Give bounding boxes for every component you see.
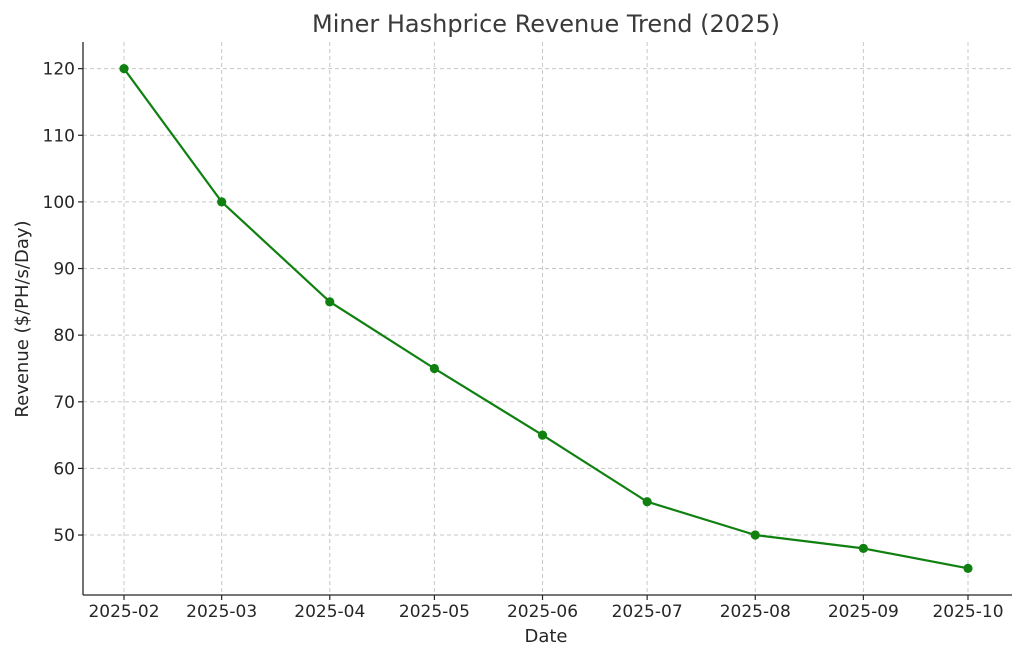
- y-tick-label: 90: [53, 260, 75, 280]
- x-tick-label: 2025-02: [88, 602, 159, 622]
- data-point: [325, 297, 335, 307]
- x-tick-label: 2025-08: [720, 602, 791, 622]
- y-tick-label: 110: [43, 126, 75, 146]
- data-point: [750, 530, 760, 540]
- data-point: [642, 497, 652, 507]
- x-tick-label: 2025-07: [612, 602, 683, 622]
- data-point: [858, 543, 868, 553]
- x-tick-label: 2025-10: [932, 602, 1003, 622]
- x-tick-label: 2025-09: [828, 602, 899, 622]
- y-tick-label: 80: [53, 326, 75, 346]
- y-tick-label: 100: [43, 193, 75, 213]
- x-tick-label: 2025-04: [294, 602, 365, 622]
- grid-lines: [83, 42, 1012, 595]
- series-line: [122, 67, 970, 570]
- series-layer: [119, 64, 973, 573]
- data-point: [963, 563, 973, 573]
- x-axis-ticks: 2025-02 2025-03 2025-04 2025-05 2025-06 2025-…: [88, 595, 1004, 622]
- y-tick-label: 50: [53, 526, 75, 546]
- x-tick-label: 2025-03: [186, 602, 257, 622]
- x-axis-label: Date: [524, 626, 567, 647]
- x-tick-label: 2025-06: [507, 602, 578, 622]
- data-point: [217, 197, 227, 207]
- y-tick-label: 70: [53, 393, 75, 413]
- y-axis-label: Revenue ($/PH/s/Day): [12, 220, 33, 417]
- chart-title: Miner Hashprice Revenue Trend (2025): [312, 10, 780, 38]
- y-tick-label: 120: [43, 60, 75, 80]
- chart-axes: [82, 42, 1012, 596]
- data-point: [119, 64, 129, 74]
- y-tick-label: 60: [53, 459, 75, 479]
- x-tick-label: 2025-05: [399, 602, 470, 622]
- y-axis-ticks: 50 60 70 80 90 100 110 120: [43, 60, 83, 546]
- data-point: [537, 430, 548, 440]
- data-point: [429, 363, 439, 374]
